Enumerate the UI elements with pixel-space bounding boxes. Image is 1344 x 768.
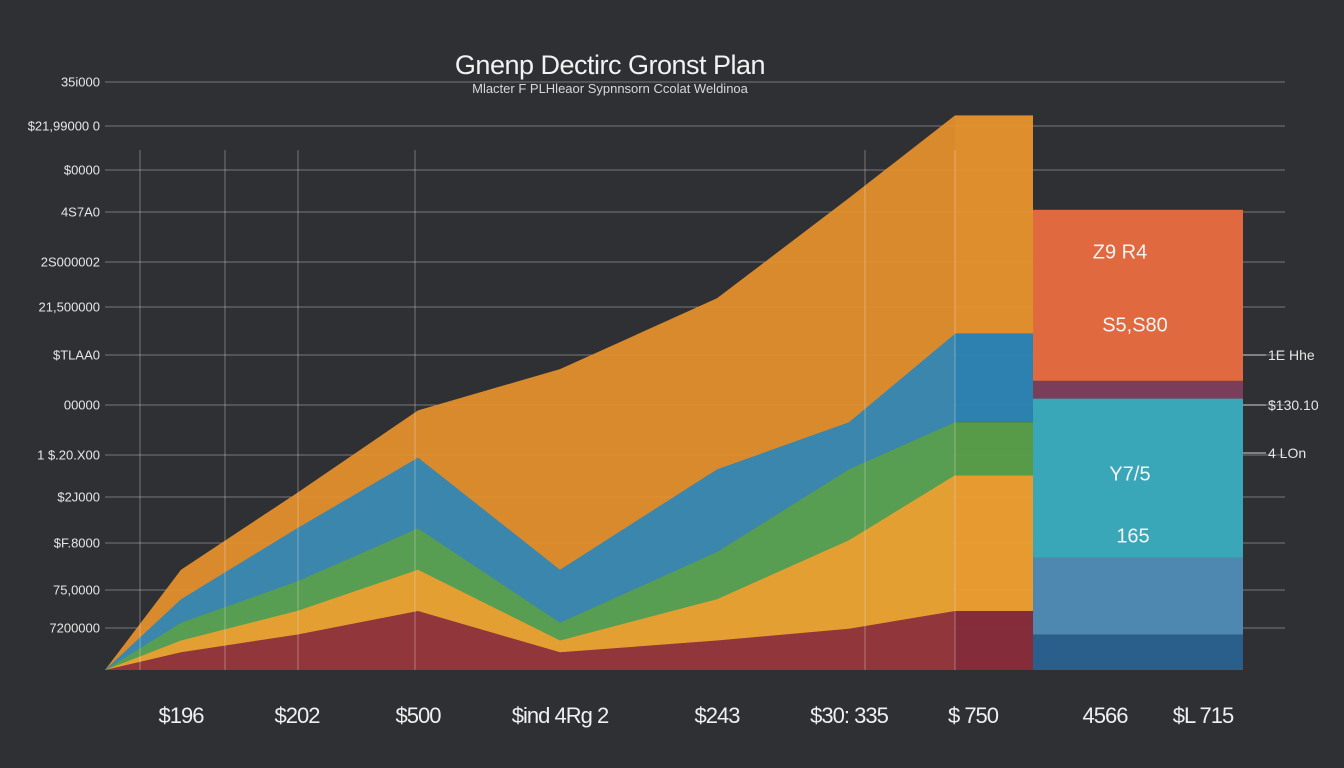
x-tick-label: $ind 4Rg 2	[511, 703, 609, 728]
area-series-4	[105, 611, 955, 670]
final-bar-segment	[1033, 380, 1243, 399]
right-tick-label: 1E Hhe	[1268, 347, 1315, 363]
final-bar-segment	[1033, 209, 1243, 381]
bar-segment	[955, 115, 1033, 334]
bar-segment	[955, 422, 1033, 476]
bar-segment	[955, 475, 1033, 611]
bar-label: Y7/5	[1109, 463, 1151, 486]
y-tick-label: $F.8000	[53, 535, 100, 551]
right-tick-label: $130.10	[1268, 397, 1319, 413]
y-tick-label: 2S000002	[40, 254, 100, 270]
y-tick-label: $0000	[63, 162, 100, 178]
bar-label: S5,S80	[1102, 314, 1168, 337]
x-tick-label: 4566	[1082, 703, 1129, 728]
right-tick-label: 4 LOn	[1268, 445, 1307, 461]
bar-label: Z9 R4	[1092, 241, 1148, 264]
y-tick-label: $2J000	[57, 489, 100, 505]
x-tick-label: $243	[694, 703, 741, 728]
chart-title: Gnenp Dectirc Gronst Plan	[454, 50, 766, 80]
x-tick-label: $30: 335	[810, 703, 889, 728]
bar-segment	[955, 611, 1033, 670]
y-tick-label: 00000	[63, 397, 100, 413]
y-tick-label: 35i000	[60, 74, 100, 90]
y-tick-label: 1 $.20.X00	[37, 447, 100, 463]
y-tick-label: 7200000	[49, 620, 100, 636]
x-tick-label: $L 715	[1172, 703, 1234, 728]
final-bar-segment	[1033, 634, 1243, 670]
y-tick-label: $21,99000 0	[27, 118, 100, 134]
y-tick-label: 21,500000	[38, 299, 100, 315]
x-tick-label: $ 750	[947, 703, 999, 728]
bar-label: 165	[1116, 525, 1150, 548]
y-tick-label: 4S7A0	[60, 204, 100, 220]
bar-segment	[955, 333, 1033, 423]
area-series-3	[105, 475, 955, 670]
x-tick-label: $196	[158, 703, 205, 728]
x-tick-label: $202	[274, 703, 321, 728]
y-tick-label: 75,0000	[53, 582, 100, 598]
y-tick-label: $TLAA0	[53, 347, 100, 363]
final-bar-segment	[1033, 557, 1243, 635]
final-bar-segment	[1033, 398, 1243, 558]
x-tick-label: $500	[395, 703, 442, 728]
chart-subtitle: Mlacter F PLHleaor Sypnnsorn Ccolat Weld…	[472, 81, 748, 96]
